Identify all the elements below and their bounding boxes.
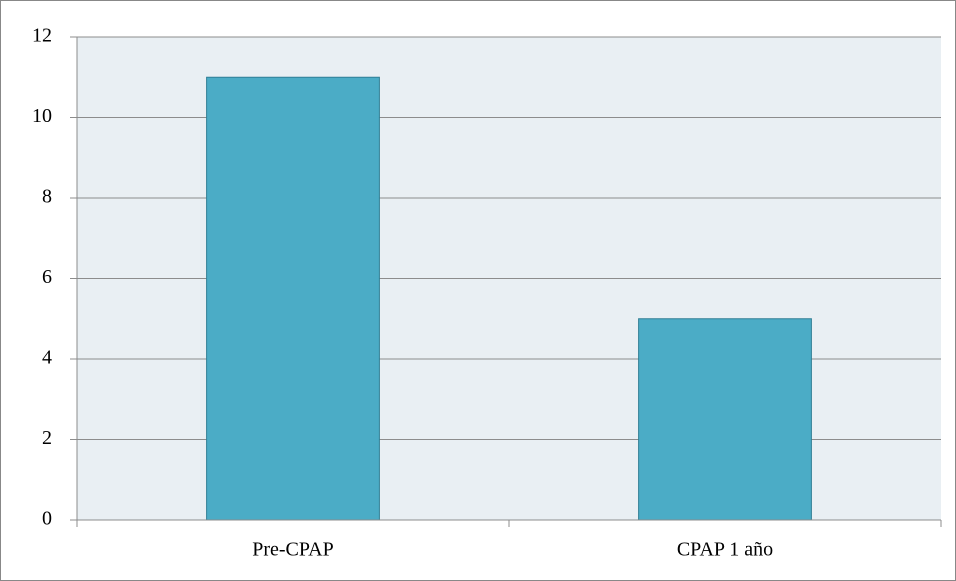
- bar: [638, 318, 812, 521]
- y-tick-label: 10: [32, 105, 52, 127]
- y-tick-label: 2: [42, 427, 52, 449]
- y-tick-label: 0: [42, 508, 52, 530]
- x-tick-label: CPAP 1 año: [677, 539, 773, 561]
- y-tick-label: 6: [42, 266, 52, 288]
- y-tick-label: 4: [42, 347, 52, 369]
- x-tick-label: Pre-CPAP: [252, 539, 334, 561]
- y-tick-label: 8: [42, 186, 52, 208]
- y-tick-label: 12: [32, 25, 52, 47]
- bar: [206, 76, 380, 521]
